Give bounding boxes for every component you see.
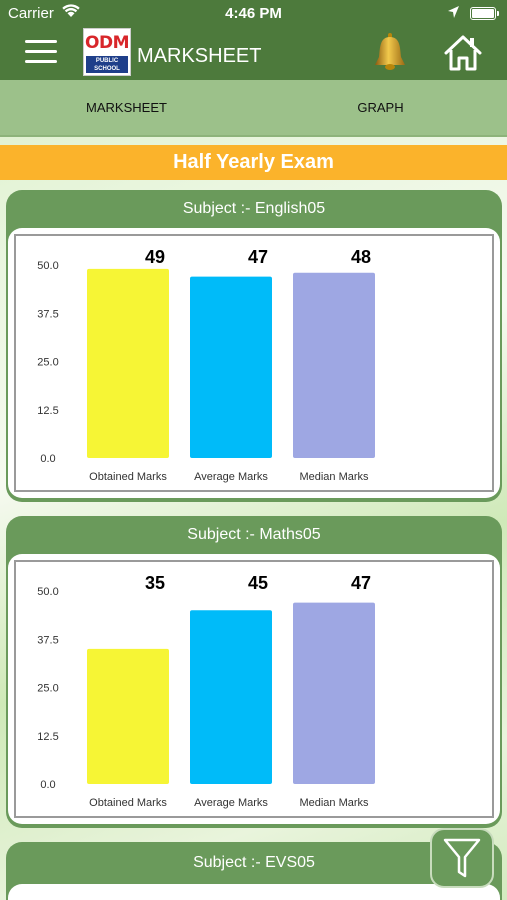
y-tick-label: 37.5 xyxy=(37,634,58,646)
chart-container: 0.0 12.5 25.0 37.5 50.0 49 Obtained Marks 47 Ave… xyxy=(8,228,500,498)
hamburger-line-icon xyxy=(25,60,57,63)
y-tick-label: 12.5 xyxy=(37,405,58,417)
carrier-label: Carrier xyxy=(8,5,54,22)
chart-frame: 0.0 12.5 25.0 37.5 50.0 49 Obtained Marks 47 Ave… xyxy=(14,234,494,492)
x-category-label: Obtained Marks xyxy=(89,797,167,809)
home-icon[interactable] xyxy=(443,33,483,73)
bar-value-label: 35 xyxy=(145,573,165,593)
logo-main-text: ODM xyxy=(85,33,129,53)
bar xyxy=(293,272,375,458)
bar xyxy=(190,610,272,784)
bar-value-label: 47 xyxy=(248,247,268,267)
tab-marksheet[interactable]: MARKSHEET xyxy=(86,100,167,115)
menu-button[interactable] xyxy=(25,40,57,64)
status-bar: Carrier 4:46 PM xyxy=(0,0,507,28)
status-time: 4:46 PM xyxy=(225,5,282,22)
y-tick-label: 50.0 xyxy=(37,260,58,272)
subject-title: Subject :- EVS05 xyxy=(193,854,315,871)
subject-card: Subject :- EVS05 xyxy=(6,842,502,900)
bar-value-label: 47 xyxy=(351,573,371,593)
filter-icon xyxy=(443,838,481,878)
bar xyxy=(87,268,169,458)
wifi-icon xyxy=(62,4,80,17)
bar-value-label: 49 xyxy=(145,247,165,267)
x-category-label: Average Marks xyxy=(194,797,268,809)
y-tick-label: 0.0 xyxy=(40,779,55,791)
bell-icon[interactable] xyxy=(370,31,410,73)
chart-frame: 0.0 12.5 25.0 37.5 50.0 35 Obtained Marks 45 Ave… xyxy=(14,560,494,818)
x-category-label: Average Marks xyxy=(194,471,268,483)
tab-graph[interactable]: GRAPH xyxy=(357,100,404,115)
y-tick-label: 12.5 xyxy=(37,731,58,743)
bar-value-label: 45 xyxy=(248,573,268,593)
bar xyxy=(87,648,169,784)
y-tick-label: 50.0 xyxy=(37,586,58,598)
y-tick-label: 37.5 xyxy=(37,308,58,320)
bar xyxy=(293,602,375,784)
chart-container: 0.0 12.5 25.0 37.5 50.0 35 Obtained Marks 45 Ave… xyxy=(8,554,500,824)
marks-bar-chart: 0.0 12.5 25.0 37.5 50.0 49 Obtained Marks 47 Ave… xyxy=(37,247,375,483)
subject-title: Subject :- Maths05 xyxy=(187,526,321,543)
x-category-label: Median Marks xyxy=(299,471,369,483)
marks-bar-chart: 0.0 12.5 25.0 37.5 50.0 35 Obtained Marks 45 Ave… xyxy=(37,573,375,809)
hamburger-line-icon xyxy=(25,50,57,53)
y-tick-label: 25.0 xyxy=(37,357,58,369)
subject-card: Subject :- English05 0.0 12.5 25.0 37.5 50.0… xyxy=(6,190,502,502)
exam-title-banner: Half Yearly Exam xyxy=(0,145,507,180)
y-tick-label: 25.0 xyxy=(37,683,58,695)
bar xyxy=(190,276,272,458)
tab-bar: MARKSHEET GRAPH xyxy=(0,80,507,137)
school-logo: ODM PUBLIC SCHOOL xyxy=(83,28,131,76)
hamburger-line-icon xyxy=(25,40,57,43)
x-category-label: Median Marks xyxy=(299,797,369,809)
y-tick-label: 0.0 xyxy=(40,453,55,465)
subject-title: Subject :- English05 xyxy=(182,200,326,217)
bar-value-label: 48 xyxy=(351,247,371,267)
location-arrow-icon xyxy=(448,6,459,18)
logo-sub-text: PUBLIC SCHOOL xyxy=(86,56,128,73)
battery-icon xyxy=(470,7,499,20)
app-header: Carrier 4:46 PM ODM PUBLIC SCHOOL MARKSH… xyxy=(0,0,507,80)
filter-button[interactable] xyxy=(430,828,494,888)
page-title: MARKSHEET xyxy=(137,45,262,67)
chart-container xyxy=(8,884,500,900)
subject-card: Subject :- Maths05 0.0 12.5 25.0 37.5 50.0 35… xyxy=(6,516,502,828)
x-category-label: Obtained Marks xyxy=(89,471,167,483)
